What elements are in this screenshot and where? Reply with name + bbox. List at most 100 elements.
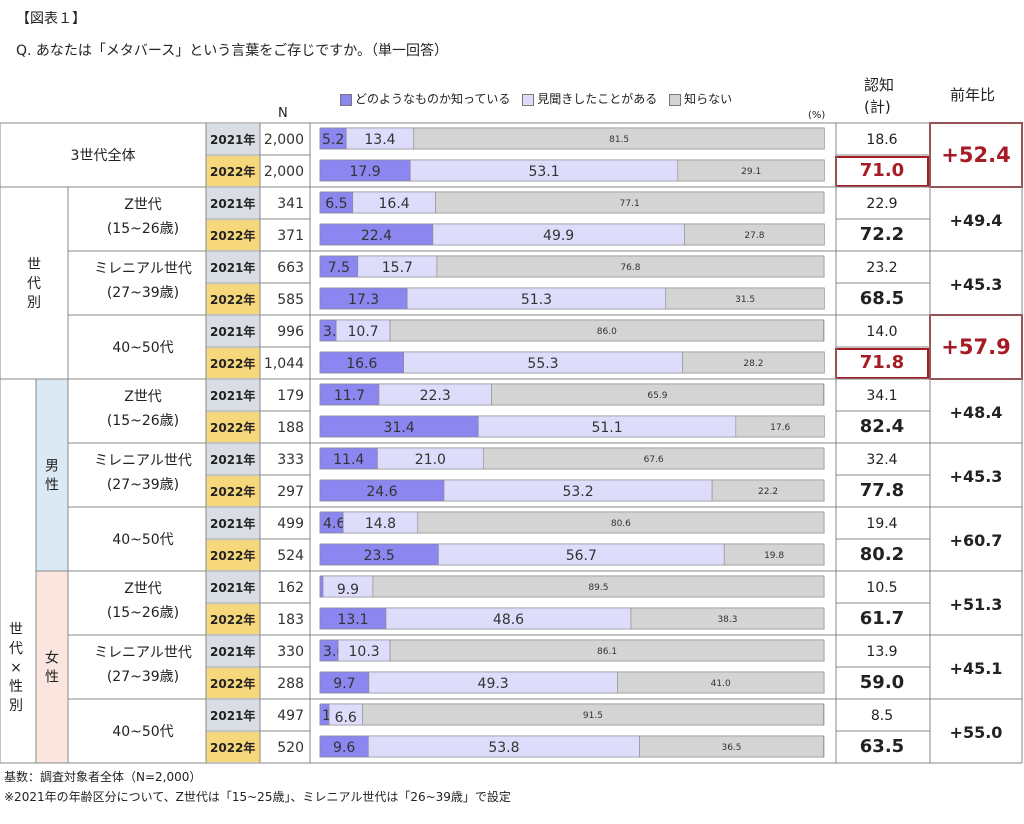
year-cell-bg <box>206 668 260 698</box>
bar-data-label: 91.5 <box>583 711 603 721</box>
year-cell-bg <box>206 124 260 154</box>
n-value: 663 <box>277 260 304 276</box>
bar-segment <box>684 223 825 246</box>
bar-data-label: 53.8 <box>488 740 519 756</box>
recognition-value: 80.2 <box>860 544 904 565</box>
year-cell-bg <box>206 188 260 218</box>
n-value: 520 <box>277 740 304 756</box>
bar-data-label: 10.3 <box>349 644 380 660</box>
segment-label-age: (27~39歳) <box>107 477 179 493</box>
yoy-value: +48.4 <box>950 403 1003 422</box>
bar-data-label: 15.7 <box>382 260 413 276</box>
recognition-value: 63.5 <box>860 736 904 757</box>
bar-segment <box>417 511 825 534</box>
n-value: 524 <box>277 548 304 564</box>
year-cell-bg <box>206 572 260 602</box>
n-value: 996 <box>277 324 304 340</box>
bar-data-label: 9.6 <box>333 740 355 756</box>
bar-data-label: 53.2 <box>562 484 593 500</box>
female-group-bg <box>36 571 68 763</box>
group-label-generation: 別 <box>27 295 41 311</box>
recognition-value: 23.2 <box>866 260 897 276</box>
recognition-value: 19.4 <box>866 516 897 532</box>
n-value: 288 <box>277 676 304 692</box>
bar-segment <box>491 383 824 406</box>
bar-data-label: 86.0 <box>597 327 617 337</box>
n-value: 188 <box>277 420 304 436</box>
year-label: 2021年 <box>210 196 255 211</box>
bar-data-label: 6.6 <box>335 710 357 726</box>
bar-data-label: 14.8 <box>365 516 396 532</box>
recognition-value: 34.1 <box>866 388 897 404</box>
recognition-value: 59.0 <box>860 672 904 693</box>
bar-data-label: 16.4 <box>379 196 410 212</box>
bar-segment <box>711 479 825 502</box>
year-cell-bg <box>206 156 260 186</box>
yoy-value: +45.1 <box>950 659 1003 678</box>
year-cell-bg <box>206 252 260 282</box>
year-label: 2022年 <box>210 740 255 755</box>
bar-data-label: 51.3 <box>521 292 552 308</box>
legend: どのようなものか知っている 見聞きしたことがある 知らない <box>340 90 732 107</box>
year-cell-bg <box>206 476 260 506</box>
n-value: 2,000 <box>264 164 304 180</box>
n-value: 341 <box>277 196 304 212</box>
year-label: 2022年 <box>210 420 255 435</box>
percent-unit: (%) <box>808 110 826 121</box>
bar-data-label: 22.3 <box>420 388 451 404</box>
bar-segment <box>677 159 825 182</box>
recognition-value: 71.8 <box>860 352 904 373</box>
year-label: 2021年 <box>210 516 255 531</box>
n-value: 1,044 <box>264 356 304 372</box>
group-label-male: 男 <box>45 459 59 475</box>
recognition-value: 8.5 <box>871 708 893 724</box>
bar-data-label: 53.1 <box>528 164 559 180</box>
bar-segment <box>362 703 824 726</box>
yoy-value: +57.9 <box>941 335 1010 359</box>
year-cell-bg <box>206 284 260 314</box>
bar-data-label: 29.1 <box>741 167 761 177</box>
segment-label-age: (27~39歳) <box>107 669 179 685</box>
bar-data-label: 24.6 <box>366 484 397 500</box>
year-label: 2022年 <box>210 228 255 243</box>
bar-data-label: 49.3 <box>478 676 509 692</box>
n-value: 585 <box>277 292 304 308</box>
bar-data-label: 5.2 <box>322 132 344 148</box>
year-label: 2022年 <box>210 676 255 691</box>
bar-data-label: 23.5 <box>364 548 395 564</box>
year-label: 2021年 <box>210 452 255 467</box>
group-label-male: 性 <box>45 478 59 494</box>
bar-segment <box>723 543 825 566</box>
recognition-value: 32.4 <box>866 452 897 468</box>
year-label: 2021年 <box>210 388 255 403</box>
bar-data-label: 17.3 <box>348 292 379 308</box>
year-label: 2021年 <box>210 644 255 659</box>
bar-data-label: 49.9 <box>543 228 574 244</box>
year-label: 2022年 <box>210 484 255 499</box>
segment-label: Z世代 <box>124 389 162 405</box>
year-cell-bg <box>206 444 260 474</box>
segment-label-age: (15~26歳) <box>107 221 179 237</box>
year-cell-bg <box>206 604 260 634</box>
recognition-value: 77.8 <box>860 480 904 501</box>
yoy-value: +52.4 <box>941 143 1010 167</box>
bar-data-label: 28.2 <box>743 359 763 369</box>
yoy-value: +60.7 <box>950 531 1003 550</box>
male-group-bg <box>36 379 68 571</box>
year-cell-bg <box>206 700 260 730</box>
recognition-value: 10.5 <box>866 580 897 596</box>
n-value: 297 <box>277 484 304 500</box>
group-label-generation: 世 <box>27 257 41 273</box>
bar-segment <box>389 319 824 342</box>
year-label: 2022年 <box>210 356 255 371</box>
group-label-gen-gender: × <box>10 660 22 676</box>
bar-data-label: 77.1 <box>620 199 640 209</box>
segment-label-age: (15~26歳) <box>107 413 179 429</box>
bar-segment <box>413 127 825 150</box>
bar-data-label: 21.0 <box>415 452 446 468</box>
n-header: N <box>278 106 288 121</box>
year-label: 2022年 <box>210 292 255 307</box>
year-cell-bg <box>206 348 260 378</box>
year-cell-bg <box>206 540 260 570</box>
recognition-value: 18.6 <box>866 132 897 148</box>
